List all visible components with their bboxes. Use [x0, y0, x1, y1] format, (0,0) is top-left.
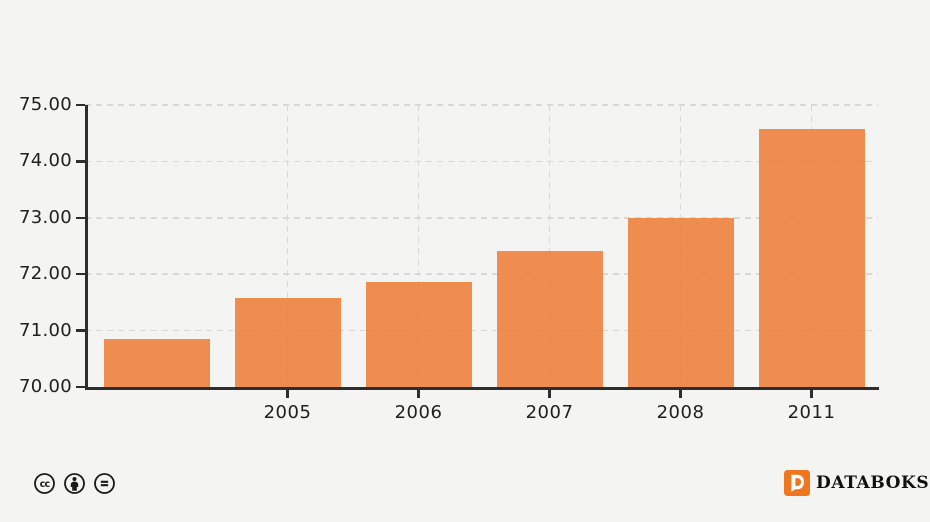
v-gridline [548, 105, 551, 387]
y-axis-label: 70.00 [18, 376, 72, 397]
h-gridline [85, 329, 878, 332]
y-axis-label: 73.00 [18, 206, 72, 228]
x-axis-label: 2007 [525, 402, 574, 423]
h-gridline [85, 160, 878, 163]
h-gridline [85, 217, 878, 219]
y-axis-label: 72.00 [18, 263, 72, 285]
databoks-logo[interactable]: DATABOKS [784, 470, 929, 496]
bar[interactable] [365, 282, 472, 387]
x-axis-tick [286, 389, 289, 398]
svg-text:cc: cc [40, 479, 51, 490]
y-axis-label: 75.00 [18, 94, 72, 115]
v-gridline [286, 105, 289, 387]
h-gridline [85, 104, 878, 106]
y-axis-tick [76, 385, 85, 389]
no-derivatives-icon[interactable] [93, 472, 116, 495]
x-axis-line [85, 387, 879, 390]
bar[interactable] [496, 250, 603, 387]
y-axis-tick [76, 272, 85, 276]
y-axis-label: 71.00 [18, 319, 72, 341]
y-axis-tick [76, 160, 85, 163]
h-gridline [85, 273, 878, 275]
y-axis-line [85, 105, 88, 390]
x-axis-label: 2011 [787, 402, 836, 423]
x-axis-tick [679, 389, 682, 398]
x-axis-tick [810, 389, 813, 398]
databoks-logo-text: DATABOKS [816, 473, 930, 493]
bar[interactable] [103, 339, 210, 387]
x-axis-label: 2008 [656, 402, 705, 423]
bar[interactable] [234, 298, 341, 387]
y-axis-tick [76, 329, 85, 332]
y-axis-tick [76, 216, 85, 220]
attribution-icon[interactable] [63, 472, 86, 495]
license-icons: cc [33, 472, 116, 495]
creative-commons-icon[interactable]: cc [33, 472, 56, 495]
bar[interactable] [627, 217, 734, 387]
databoks-logo-mark [784, 470, 810, 496]
x-axis-label: 2005 [263, 402, 312, 423]
x-axis-label: 2006 [394, 402, 443, 423]
x-axis-tick [417, 389, 420, 398]
bar[interactable] [758, 129, 865, 387]
v-gridline [417, 105, 420, 387]
x-axis-tick [548, 389, 551, 398]
y-axis-label: 74.00 [18, 150, 72, 172]
y-axis-tick [76, 103, 85, 107]
